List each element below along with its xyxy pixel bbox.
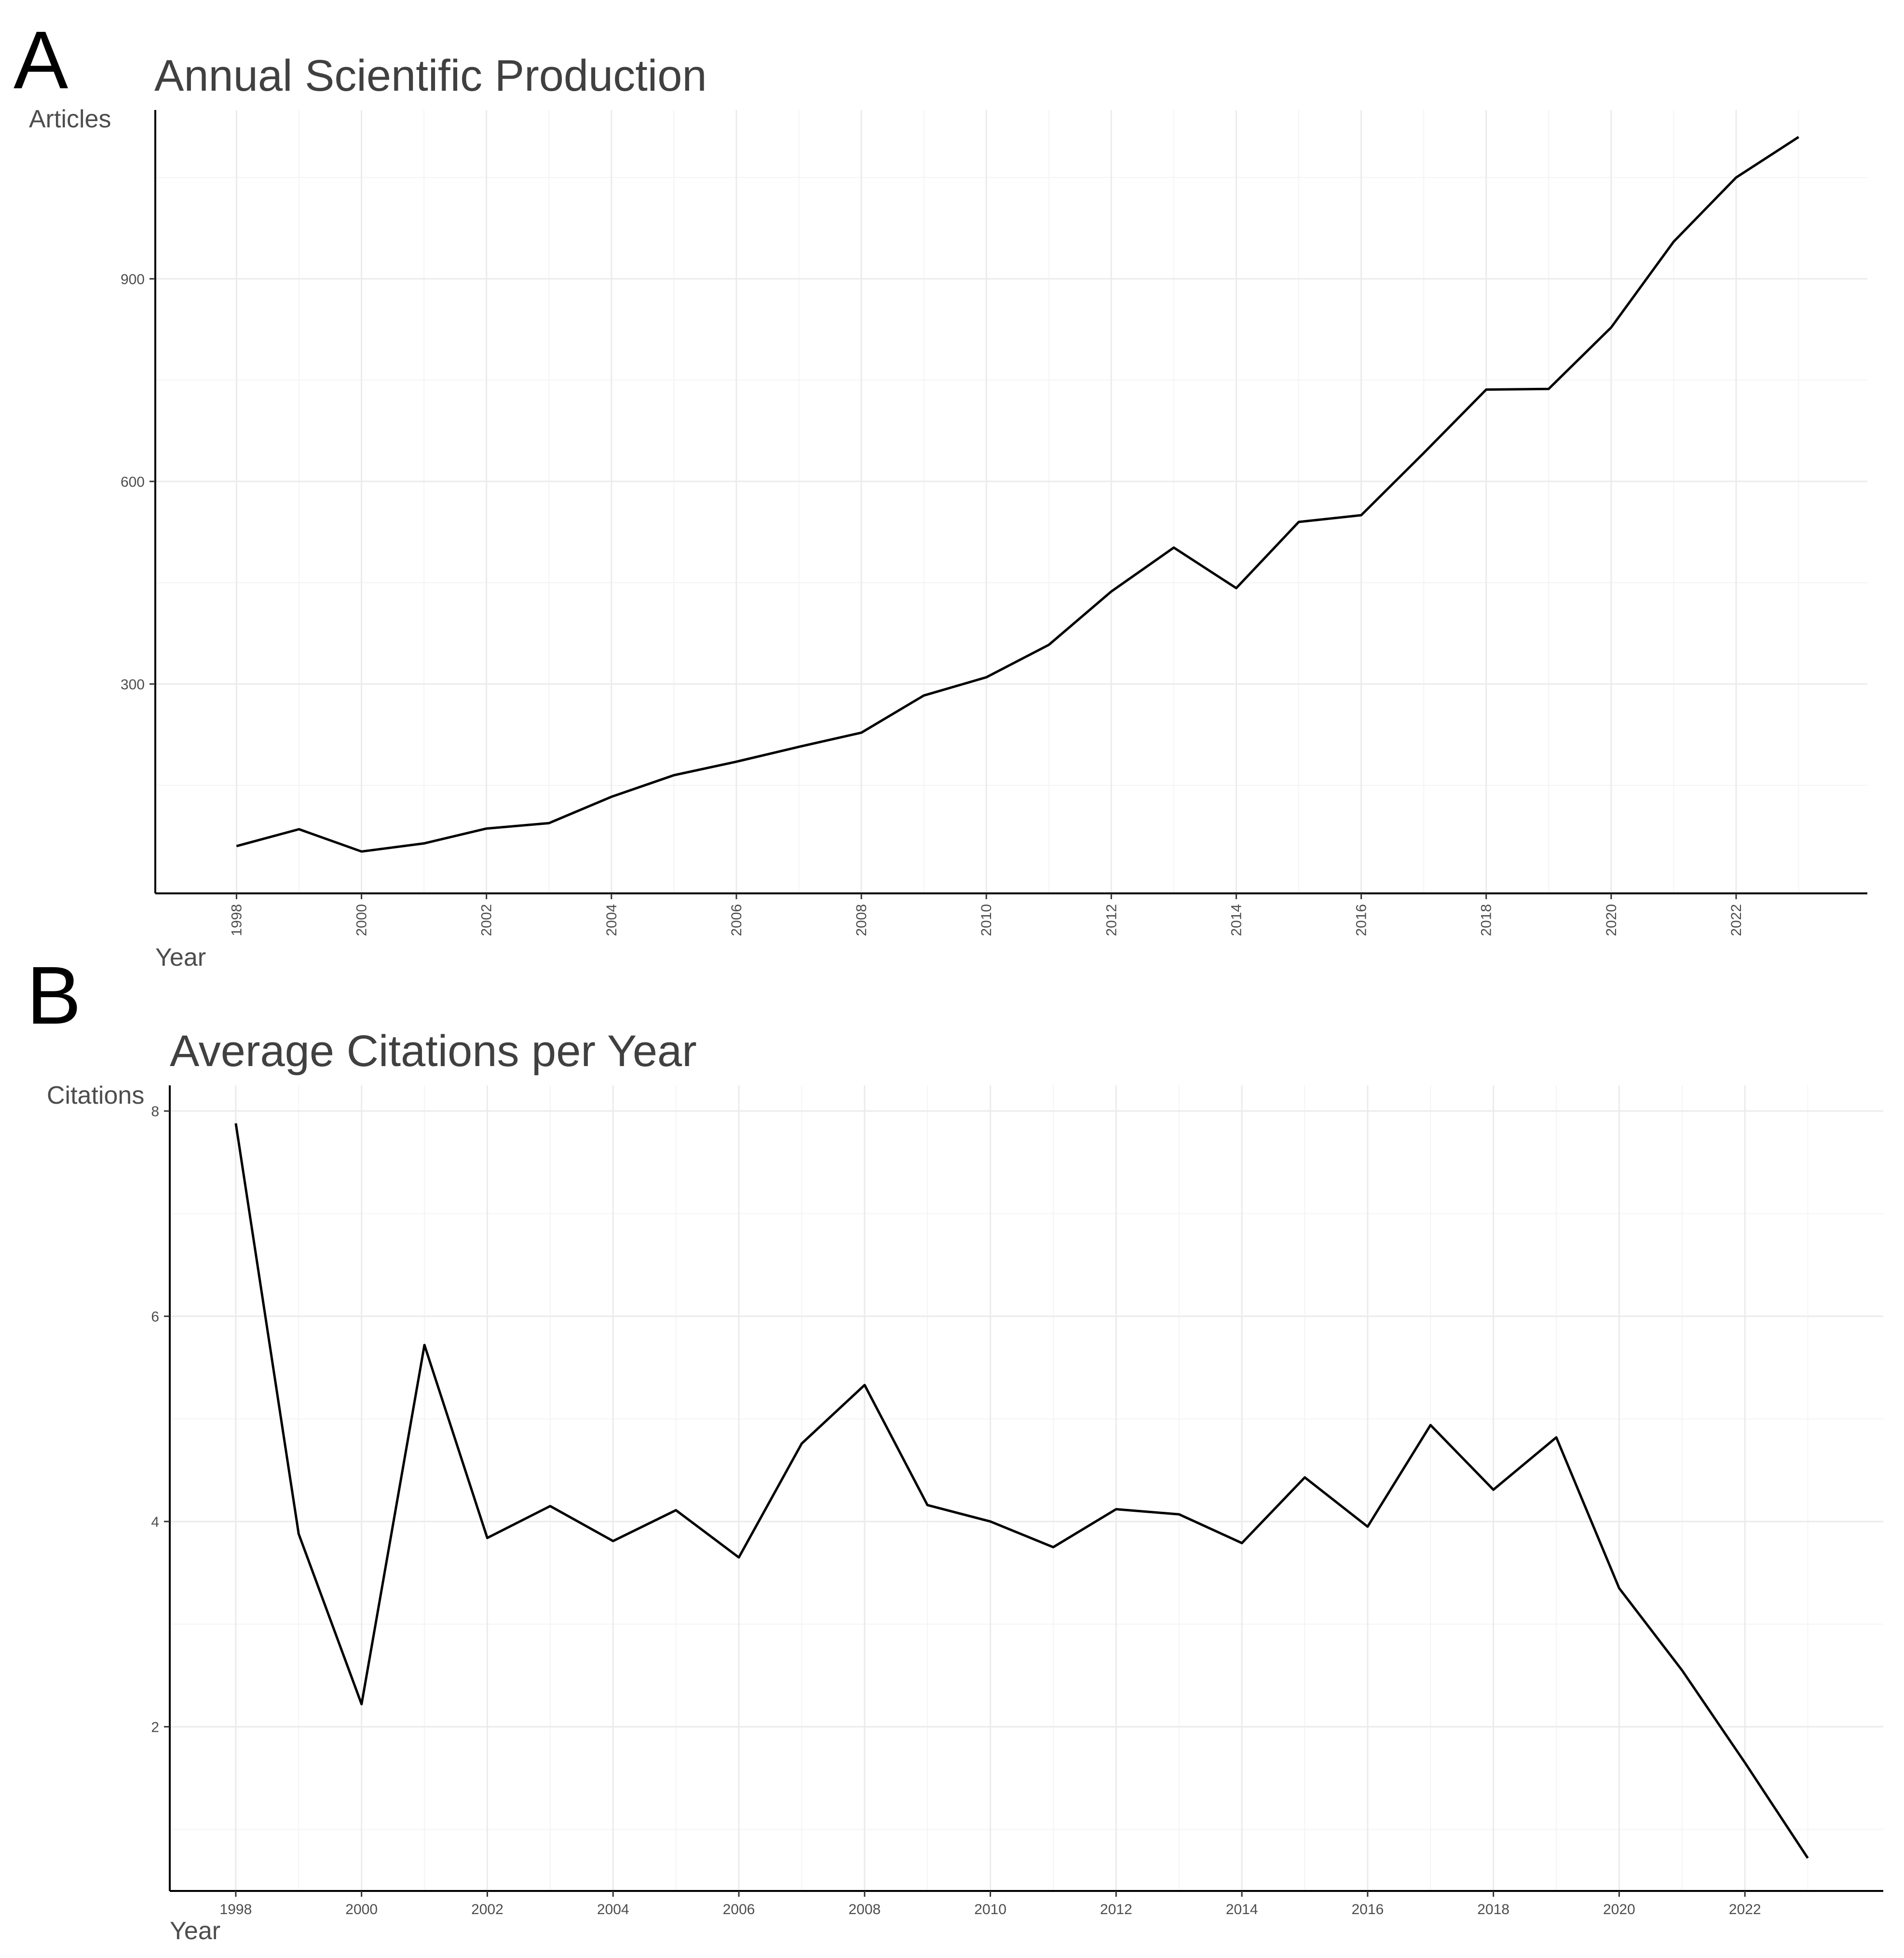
x-tick-label: 2014 (1226, 1902, 1258, 1917)
x-tick-label: 2020 (1604, 904, 1619, 936)
series-line-citations (234, 1123, 1809, 1859)
panel-b-y-axis-title: Citations (47, 1082, 144, 1109)
panel-a-axes (154, 110, 1867, 894)
x-tick-label: 2002 (479, 904, 495, 936)
x-tick-label: 2004 (597, 1902, 629, 1917)
x-tick-label: 2002 (471, 1902, 503, 1917)
y-tick-label: 8 (151, 1104, 159, 1120)
panel-a: A Annual Scientific Production Articles … (14, 14, 1867, 972)
panel-b-axes (169, 1085, 1883, 1892)
panel-a-letter: A (14, 14, 68, 106)
x-tick-label: 2010 (979, 904, 994, 936)
panel-a-grid (155, 110, 1867, 893)
x-tick-label: 2000 (345, 1902, 378, 1917)
panel-b-x-axis-title: Year (170, 1917, 220, 1945)
x-tick-label: 2000 (354, 904, 370, 936)
x-tick-label: 2012 (1103, 904, 1119, 936)
panel-a-x-axis-title: Year (155, 944, 206, 972)
x-tick-label: 2006 (729, 904, 745, 936)
panel-b: B Average Citations per Year Citations Y… (27, 950, 1883, 1945)
series-line-articles (236, 136, 1799, 853)
panel-a-series (236, 136, 1799, 853)
y-tick-label: 600 (121, 474, 145, 490)
x-tick-label: 2018 (1477, 1902, 1510, 1917)
x-tick-label: 2012 (1100, 1902, 1132, 1917)
x-tick-label: 2006 (723, 1902, 755, 1917)
x-tick-label: 2010 (974, 1902, 1006, 1917)
panel-b-x-ticks: 1998 2000 2002 2004 2006 2008 2010 2012 2014 2016… (220, 1891, 1761, 1917)
panel-b-title: Average Citations per Year (170, 1027, 697, 1076)
y-tick-label: 4 (151, 1514, 159, 1530)
panel-b-y-ticks: 2 4 6 8 (151, 1104, 170, 1736)
y-tick-label: 6 (151, 1309, 159, 1325)
x-tick-label: 2014 (1228, 904, 1244, 936)
y-tick-label: 2 (151, 1720, 159, 1736)
x-tick-label: 2004 (604, 904, 620, 936)
x-tick-label: 2020 (1603, 1902, 1635, 1917)
x-tick-label: 2008 (854, 904, 870, 936)
x-tick-label: 2022 (1728, 904, 1744, 936)
panel-b-grid (170, 1085, 1883, 1891)
panel-b-series (234, 1123, 1809, 1859)
panel-a-y-axis-title: Articles (29, 105, 111, 133)
x-tick-label: 1998 (220, 1902, 252, 1917)
panel-b-letter: B (27, 950, 81, 1041)
x-tick-label: 1998 (229, 904, 245, 936)
x-tick-label: 2016 (1354, 904, 1370, 936)
x-tick-label: 2022 (1729, 1902, 1761, 1917)
y-tick-label: 900 (121, 272, 145, 288)
y-tick-label: 300 (121, 677, 145, 693)
x-tick-label: 2016 (1351, 1902, 1384, 1917)
x-tick-label: 2018 (1479, 904, 1495, 936)
x-tick-label: 2008 (848, 1902, 881, 1917)
panel-a-x-ticks: 1998 2000 2002 2004 2006 2008 2010 2012 2014 2016… (229, 893, 1744, 936)
panel-a-y-ticks: 300 600 900 (121, 272, 155, 693)
panel-a-title: Annual Scientific Production (154, 51, 707, 100)
